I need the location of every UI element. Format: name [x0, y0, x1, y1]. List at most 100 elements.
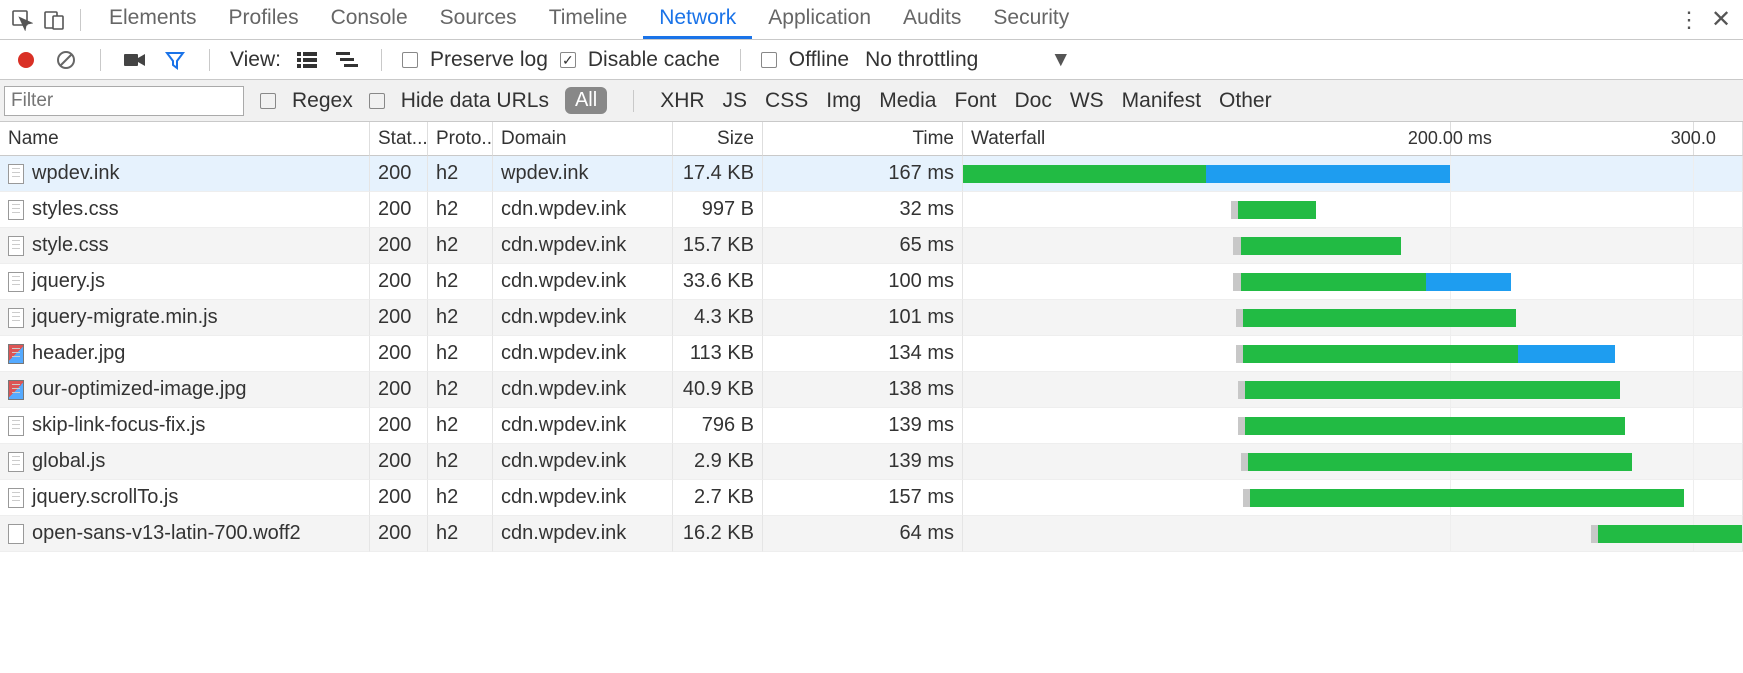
filter-type-media[interactable]: Media [879, 89, 936, 113]
inspect-element-icon[interactable] [8, 6, 36, 34]
divider [80, 9, 81, 31]
cell-waterfall [963, 480, 1743, 516]
cell-time: 64 ms [763, 516, 963, 552]
offline-label: Offline [789, 48, 849, 72]
tab-timeline[interactable]: Timeline [533, 0, 644, 39]
more-menu-icon[interactable]: ⋮ [1675, 6, 1703, 34]
table-row[interactable]: our-optimized-image.jpg200h2cdn.wpdev.in… [0, 372, 1743, 408]
hide-data-checkbox[interactable] [369, 93, 385, 109]
record-button[interactable] [12, 46, 40, 74]
filter-type-img[interactable]: Img [826, 89, 861, 113]
table-row[interactable]: jquery-migrate.min.js200h2cdn.wpdev.ink4… [0, 300, 1743, 336]
filter-type-all[interactable]: All [565, 87, 607, 114]
table-row[interactable]: wpdev.ink200h2wpdev.ink17.4 KB167 ms [0, 156, 1743, 192]
table-row[interactable]: jquery.js200h2cdn.wpdev.ink33.6 KB100 ms [0, 264, 1743, 300]
file-name: styles.css [32, 198, 119, 221]
camera-icon[interactable] [121, 46, 149, 74]
tab-security[interactable]: Security [977, 0, 1085, 39]
waterfall-bar [1245, 417, 1625, 435]
cell-waterfall [963, 372, 1743, 408]
col-status[interactable]: Stat... [370, 122, 428, 156]
col-name[interactable]: Name [0, 122, 370, 156]
device-toggle-icon[interactable] [40, 6, 68, 34]
cell-name: open-sans-v13-latin-700.woff2 [0, 516, 370, 552]
col-size[interactable]: Size [673, 122, 763, 156]
file-name: jquery.scrollTo.js [32, 486, 178, 509]
cell-waterfall [963, 300, 1743, 336]
cell-time: 100 ms [763, 264, 963, 300]
filter-type-manifest[interactable]: Manifest [1122, 89, 1201, 113]
cell-protocol: h2 [428, 192, 493, 228]
tab-application[interactable]: Application [752, 0, 887, 39]
table-row[interactable]: global.js200h2cdn.wpdev.ink2.9 KB139 ms [0, 444, 1743, 480]
filter-type-other[interactable]: Other [1219, 89, 1272, 113]
col-time[interactable]: Time [763, 122, 963, 156]
devtools-tabbar: ElementsProfilesConsoleSourcesTimelineNe… [0, 0, 1743, 40]
cell-domain: cdn.wpdev.ink [493, 336, 673, 372]
table-row[interactable]: jquery.scrollTo.js200h2cdn.wpdev.ink2.7 … [0, 480, 1743, 516]
filter-type-xhr[interactable]: XHR [660, 89, 704, 113]
divider [100, 49, 101, 71]
cell-status: 200 [370, 516, 428, 552]
table-row[interactable]: styles.css200h2cdn.wpdev.ink997 B32 ms [0, 192, 1743, 228]
tab-elements[interactable]: Elements [93, 0, 213, 39]
cell-status: 200 [370, 264, 428, 300]
file-icon [8, 236, 24, 256]
waterfall-bar [1206, 165, 1449, 183]
waterfall-bar [1598, 525, 1743, 543]
cell-protocol: h2 [428, 264, 493, 300]
regex-checkbox[interactable] [260, 93, 276, 109]
cell-name: jquery.js [0, 264, 370, 300]
table-row[interactable]: header.jpg200h2cdn.wpdev.ink113 KB134 ms [0, 336, 1743, 372]
tab-network[interactable]: Network [643, 0, 752, 39]
preserve-log-checkbox[interactable] [402, 52, 418, 68]
cell-size: 15.7 KB [673, 228, 763, 264]
offline-checkbox[interactable] [761, 52, 777, 68]
tab-profiles[interactable]: Profiles [213, 0, 315, 39]
clear-icon[interactable] [52, 46, 80, 74]
waterfall-tick-label: 300.0 [1671, 128, 1716, 149]
cell-domain: cdn.wpdev.ink [493, 516, 673, 552]
filter-icon[interactable] [161, 46, 189, 74]
tab-console[interactable]: Console [315, 0, 424, 39]
file-name: global.js [32, 450, 105, 473]
cell-domain: cdn.wpdev.ink [493, 228, 673, 264]
waterfall-bar [1231, 201, 1238, 219]
chevron-down-icon[interactable]: ▼ [1050, 48, 1071, 72]
table-row[interactable]: skip-link-focus-fix.js200h2cdn.wpdev.ink… [0, 408, 1743, 444]
filter-type-js[interactable]: JS [723, 89, 748, 113]
view-label: View: [230, 48, 281, 72]
cell-status: 200 [370, 300, 428, 336]
table-row[interactable]: style.css200h2cdn.wpdev.ink15.7 KB65 ms [0, 228, 1743, 264]
cell-size: 4.3 KB [673, 300, 763, 336]
col-protocol[interactable]: Proto.. [428, 122, 493, 156]
table-row[interactable]: open-sans-v13-latin-700.woff2200h2cdn.wp… [0, 516, 1743, 552]
col-waterfall[interactable]: Waterfall 200.00 ms300.0 [963, 122, 1743, 156]
waterfall-bar [1243, 489, 1250, 507]
tab-sources[interactable]: Sources [424, 0, 533, 39]
filter-type-doc[interactable]: Doc [1014, 89, 1051, 113]
filter-type-css[interactable]: CSS [765, 89, 808, 113]
rows-host: wpdev.ink200h2wpdev.ink17.4 KB167 msstyl… [0, 156, 1743, 552]
throttle-select[interactable]: No throttling [865, 48, 978, 72]
table-header: Name Stat... Proto.. Domain Size Time Wa… [0, 122, 1743, 156]
file-icon [8, 308, 24, 328]
view-list-icon[interactable] [293, 46, 321, 74]
filter-input[interactable] [4, 86, 244, 116]
cell-size: 796 B [673, 408, 763, 444]
close-icon[interactable]: ✕ [1707, 6, 1735, 34]
disable-cache-checkbox[interactable] [560, 52, 576, 68]
tab-audits[interactable]: Audits [887, 0, 977, 39]
cell-size: 40.9 KB [673, 372, 763, 408]
waterfall-bar [1233, 237, 1240, 255]
col-domain[interactable]: Domain [493, 122, 673, 156]
waterfall-bar [1236, 345, 1243, 363]
cell-time: 101 ms [763, 300, 963, 336]
divider [209, 49, 210, 71]
cell-name: skip-link-focus-fix.js [0, 408, 370, 444]
filter-type-font[interactable]: Font [954, 89, 996, 113]
filter-type-ws[interactable]: WS [1070, 89, 1104, 113]
file-icon [8, 164, 24, 184]
cell-waterfall [963, 192, 1743, 228]
view-detail-icon[interactable] [333, 46, 361, 74]
